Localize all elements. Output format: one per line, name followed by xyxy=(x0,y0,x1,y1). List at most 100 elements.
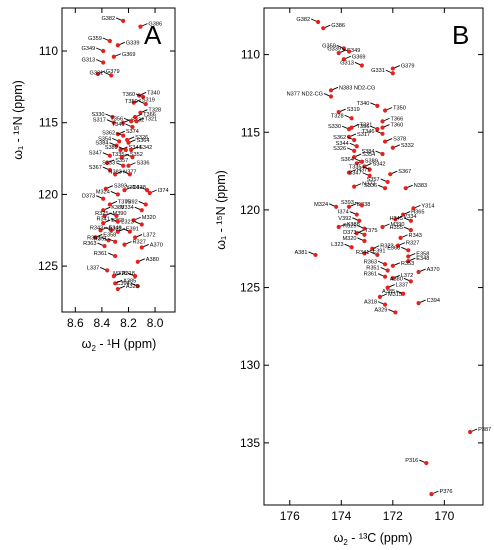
peak-label: R353 xyxy=(87,235,100,241)
peak-label: S354 xyxy=(98,136,111,142)
peak-point xyxy=(133,235,138,240)
y-tick-label: 120 xyxy=(38,187,58,201)
peak-label: K388 xyxy=(111,205,124,211)
peak-label: G359 xyxy=(322,43,336,49)
peak-point xyxy=(114,213,119,219)
peak-label: S347 xyxy=(89,151,102,157)
peak-label: M315 xyxy=(113,271,127,277)
y-tick-label: 115 xyxy=(39,116,58,130)
peak-label: E348 xyxy=(109,225,122,231)
x-tick-label: 174 xyxy=(331,509,351,523)
peak-point xyxy=(354,161,359,166)
peak-label: T360 xyxy=(391,123,404,129)
peak-label: G339 xyxy=(327,46,341,52)
peak-label: G386 xyxy=(331,23,345,29)
peak-label: L323 xyxy=(331,242,343,248)
peak-label: P387 xyxy=(478,427,491,433)
peak-label: R322 xyxy=(108,227,121,233)
peak-label: I374 xyxy=(338,210,349,216)
x-tick-label: 8.6 xyxy=(67,316,84,330)
panel-b-frame xyxy=(263,7,484,506)
peak-point xyxy=(359,203,365,208)
peak-point xyxy=(380,131,385,136)
peak-label: E358 xyxy=(103,232,116,238)
peak-label: H365 xyxy=(411,210,424,216)
peak-point xyxy=(346,204,352,209)
peak-point xyxy=(121,133,126,138)
panel-a-yticks: 110 115 120 125 xyxy=(38,44,175,273)
peak-label: A318 xyxy=(364,300,377,306)
peak-label: R361 xyxy=(94,251,107,257)
peak-point xyxy=(349,125,354,130)
peak-label: T340 xyxy=(147,90,160,96)
peak-label: G339 xyxy=(126,40,140,46)
peak-label: H355 xyxy=(389,225,402,231)
peak-label: T366 xyxy=(143,112,156,118)
peak-point xyxy=(133,114,138,120)
peak-label: R341 xyxy=(356,250,369,256)
peak-label: G331 xyxy=(90,70,104,76)
peak-point xyxy=(382,274,388,279)
peak-label: G382 xyxy=(296,17,310,23)
peak-point xyxy=(424,460,429,466)
peak-label: T340 xyxy=(357,101,370,107)
peak-point xyxy=(103,186,108,191)
peak-label: S342 xyxy=(372,161,385,167)
peak-point xyxy=(390,263,395,268)
peak-point xyxy=(406,254,411,259)
peak-label: T356 xyxy=(110,116,123,122)
peak-point xyxy=(139,208,144,213)
peak-label: T346 xyxy=(362,129,375,135)
peak-label: M324 xyxy=(314,202,328,208)
peak-label: S344 xyxy=(336,141,349,147)
peak-label: G349 xyxy=(347,48,361,54)
peak-point xyxy=(117,139,122,144)
peak-point xyxy=(354,212,359,217)
peak-point xyxy=(367,167,372,172)
peak-point xyxy=(341,57,346,62)
peak-point xyxy=(95,71,100,77)
peak-point xyxy=(429,492,434,497)
peak-point xyxy=(390,66,395,71)
peak-point xyxy=(313,252,318,258)
peak-point xyxy=(105,160,110,165)
peak-point xyxy=(126,140,131,145)
peak-label: E391 xyxy=(372,248,385,254)
peak-point xyxy=(101,208,106,213)
peak-label: T375 xyxy=(365,228,378,234)
x-tick-label: 8.0 xyxy=(147,316,164,330)
peak-point xyxy=(101,60,106,65)
peak-point xyxy=(406,248,411,253)
panel-b-letter: B xyxy=(452,20,469,50)
peak-label: T335 xyxy=(112,152,125,158)
peak-point xyxy=(362,226,367,231)
x-tick-label: 8.2 xyxy=(120,316,137,330)
peak-label: D373 xyxy=(82,194,95,200)
peak-label: R327 xyxy=(406,241,419,247)
peak-label: L372 xyxy=(143,232,155,238)
peak-point xyxy=(107,153,112,158)
peak-label: V334 xyxy=(403,214,416,220)
peak-label: G386 xyxy=(148,22,162,28)
peak-point xyxy=(93,235,98,240)
peak-label: E391 xyxy=(126,227,139,233)
peak-label: R341 xyxy=(96,217,109,223)
peak-point xyxy=(398,235,403,240)
peak-point xyxy=(107,167,112,173)
peak-point xyxy=(346,170,352,175)
peak-point xyxy=(121,163,126,168)
peak-point xyxy=(143,202,148,207)
peak-label: S374 xyxy=(126,129,139,135)
peak-label: A318 xyxy=(122,271,135,277)
peak-label: S330 xyxy=(328,124,341,130)
peak-label: R363 xyxy=(83,241,96,247)
peak-point xyxy=(321,26,326,31)
peak-point xyxy=(129,119,134,124)
peak-label: A329 xyxy=(126,284,139,290)
y-tick-label: 135 xyxy=(240,436,260,450)
peak-label: R363 xyxy=(364,259,377,265)
panel-a-frame xyxy=(61,7,176,313)
peak-point xyxy=(115,192,120,197)
peak-point xyxy=(115,43,120,48)
